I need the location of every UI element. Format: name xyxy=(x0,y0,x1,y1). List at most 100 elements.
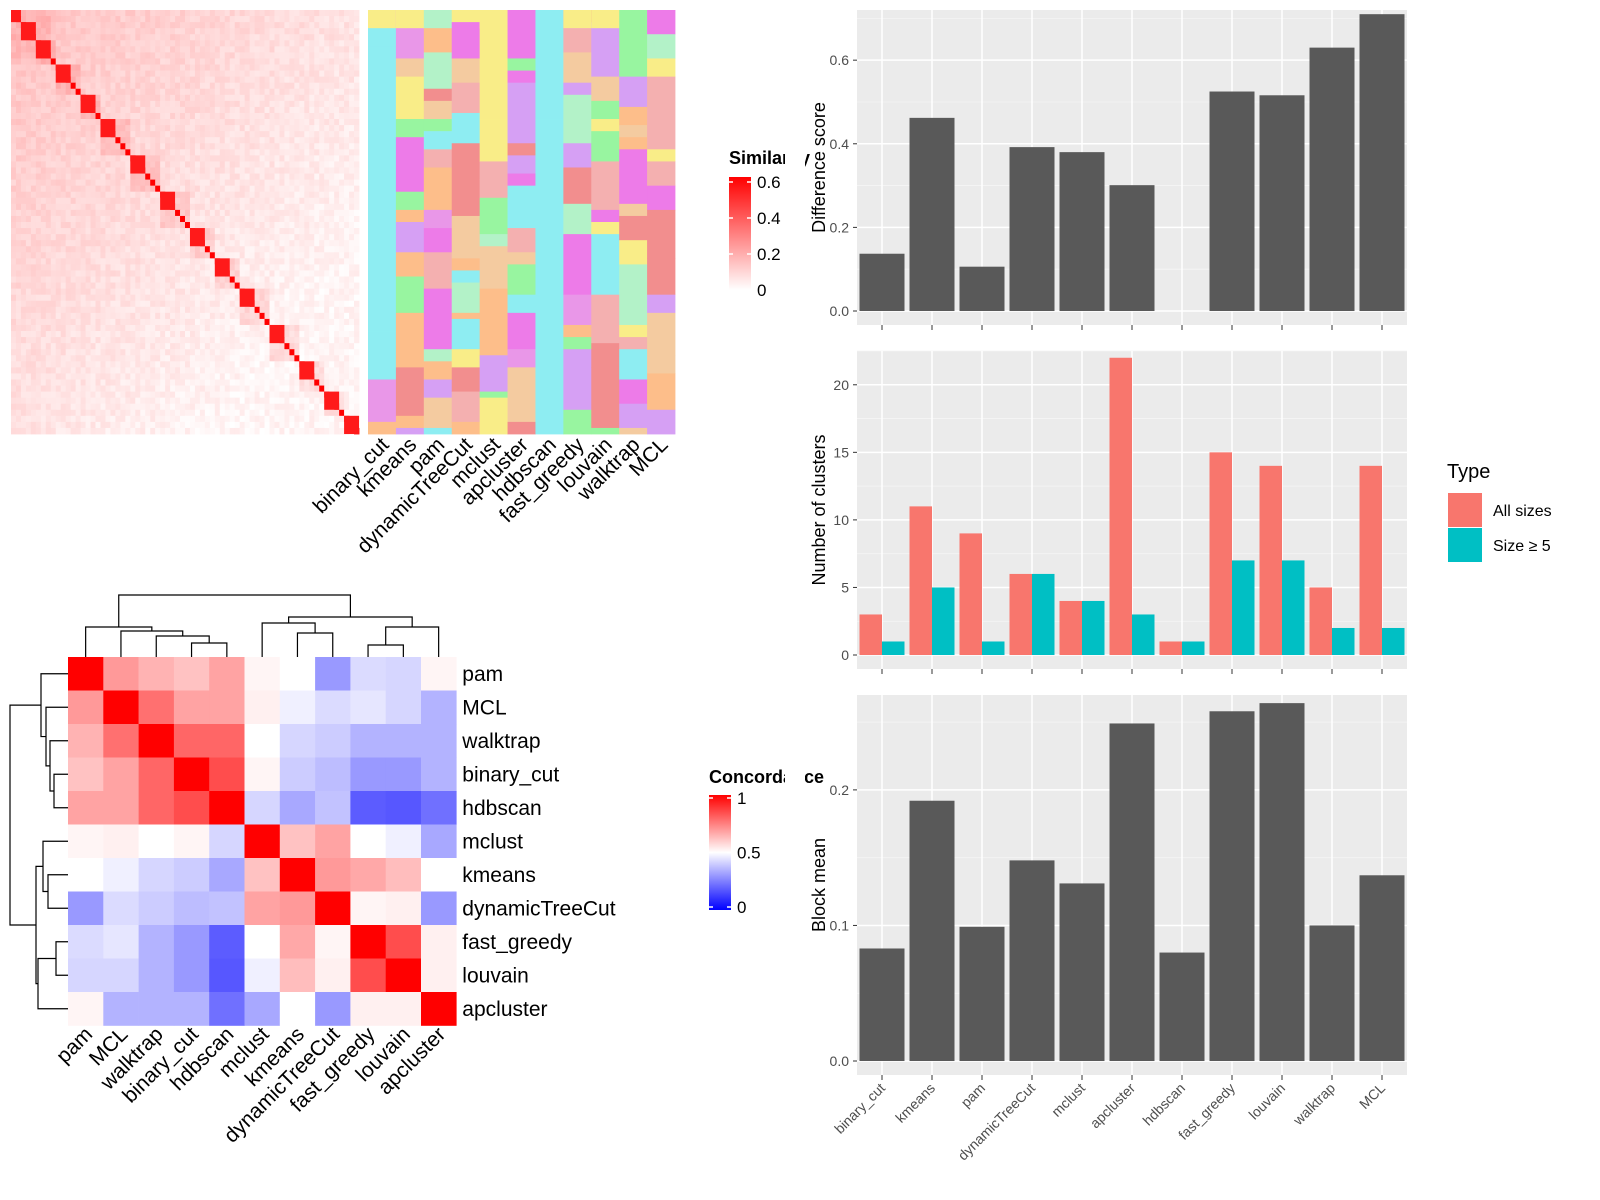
similarity-cell xyxy=(294,215,300,223)
similarity-cell xyxy=(264,88,270,96)
similarity-cell xyxy=(349,403,355,411)
similarity-cell xyxy=(50,203,57,211)
cluster-cell xyxy=(479,288,508,314)
similarity-cell xyxy=(180,197,186,205)
similarity-cell xyxy=(249,427,255,435)
cluster-cell xyxy=(423,397,453,429)
similarity-cell xyxy=(284,76,290,84)
similarity-cell xyxy=(229,349,236,356)
cluster-cell xyxy=(451,215,481,259)
similarity-cell xyxy=(259,88,265,96)
similarity-cell xyxy=(70,282,77,290)
similarity-cell xyxy=(264,215,270,223)
similarity-cell xyxy=(85,355,91,362)
similarity-cell xyxy=(150,125,156,132)
similarity-cell xyxy=(244,349,251,356)
similarity-cell xyxy=(309,70,315,78)
similarity-cell xyxy=(15,119,22,126)
similarity-cell xyxy=(259,82,265,90)
similarity-cell xyxy=(239,270,246,277)
similarity-cell xyxy=(25,119,32,126)
similarity-cell xyxy=(239,228,246,235)
similarity-cell xyxy=(269,288,275,296)
similarity-cell xyxy=(11,409,17,417)
similarity-cell xyxy=(185,403,191,411)
similarity-cell xyxy=(354,167,360,174)
similarity-cell xyxy=(314,64,320,71)
similarity-cell xyxy=(155,306,161,314)
similarity-cell xyxy=(100,252,106,259)
similarity-cell xyxy=(150,228,156,235)
similarity-cell xyxy=(274,385,280,392)
similarity-cell xyxy=(329,306,335,314)
similarity-cell xyxy=(185,324,191,332)
similarity-cell xyxy=(50,391,57,399)
similarity-cell xyxy=(324,203,330,211)
similarity-cell xyxy=(299,215,305,223)
similarity-cell xyxy=(155,355,161,362)
similarity-cell xyxy=(199,415,206,423)
similarity-cell xyxy=(354,300,360,308)
similarity-cell xyxy=(309,191,315,199)
similarity-cell xyxy=(180,131,186,138)
similarity-cell xyxy=(55,22,62,29)
similarity-cell xyxy=(170,318,176,326)
similarity-cell xyxy=(15,367,22,374)
similarity-cell xyxy=(194,379,201,386)
similarity-cell xyxy=(334,161,340,168)
similarity-cell xyxy=(170,167,176,174)
similarity-cell xyxy=(314,112,320,120)
similarity-cell xyxy=(229,421,236,429)
similarity-cell xyxy=(11,70,17,78)
similarity-cell xyxy=(145,46,151,53)
similarity-cell xyxy=(30,355,37,362)
similarity-cell xyxy=(105,343,111,350)
similarity-cell xyxy=(120,209,126,217)
similarity-cell xyxy=(15,306,22,314)
similarity-cell xyxy=(309,288,315,296)
similarity-cell xyxy=(269,191,275,199)
similarity-cell xyxy=(165,82,171,90)
similarity-cell xyxy=(334,119,340,126)
similarity-cell xyxy=(269,240,275,247)
similarity-cell xyxy=(189,173,196,180)
similarity-cell xyxy=(199,40,206,47)
similarity-cell xyxy=(309,137,315,144)
similarity-cell xyxy=(160,125,166,132)
similarity-cell xyxy=(289,52,295,59)
similarity-cell xyxy=(284,143,290,150)
similarity-cell xyxy=(279,197,285,205)
similarity-cell xyxy=(35,367,42,374)
similarity-cell xyxy=(35,391,42,399)
similarity-cell xyxy=(110,246,116,253)
similarity-block-core xyxy=(324,391,340,410)
similarity-cell xyxy=(15,264,22,271)
similarity-cell xyxy=(70,246,77,253)
similarity-cell xyxy=(11,288,17,296)
similarity-cell xyxy=(15,191,22,199)
similarity-cell xyxy=(125,288,131,296)
similarity-cell xyxy=(180,246,186,253)
similarity-cell xyxy=(50,373,57,380)
similarity-cell xyxy=(110,215,116,223)
similarity-cell xyxy=(75,349,81,356)
similarity-cell xyxy=(90,215,96,223)
similarity-cell xyxy=(11,373,17,380)
similarity-cell xyxy=(60,318,67,326)
similarity-cell xyxy=(309,234,315,241)
similarity-cell xyxy=(309,100,315,108)
similarity-cell xyxy=(334,349,340,356)
similarity-cell xyxy=(299,312,305,320)
similarity-cell xyxy=(339,258,345,265)
similarity-cell xyxy=(299,209,305,217)
similarity-cell xyxy=(60,264,67,271)
similarity-cell xyxy=(145,52,151,59)
similarity-cell xyxy=(244,58,251,65)
similarity-cell xyxy=(175,167,181,174)
similarity-cell xyxy=(65,252,72,259)
similarity-cell xyxy=(224,282,231,290)
similarity-cell xyxy=(150,246,156,253)
similarity-cell xyxy=(274,197,280,205)
similarity-cell xyxy=(229,167,236,174)
similarity-cell xyxy=(175,409,181,417)
